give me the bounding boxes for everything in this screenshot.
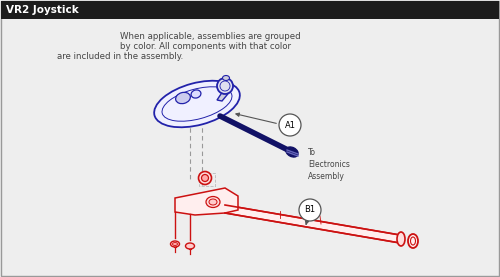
Bar — [1, 1, 499, 19]
Polygon shape — [217, 88, 232, 101]
Text: B1: B1 — [304, 206, 316, 214]
Ellipse shape — [397, 232, 405, 246]
Ellipse shape — [172, 242, 178, 245]
Ellipse shape — [206, 196, 220, 207]
Circle shape — [279, 114, 301, 136]
Ellipse shape — [154, 81, 240, 127]
Ellipse shape — [198, 171, 211, 184]
Text: When applicable, assemblies are grouped: When applicable, assemblies are grouped — [120, 32, 300, 41]
Polygon shape — [225, 205, 400, 243]
Ellipse shape — [217, 78, 233, 94]
Ellipse shape — [209, 199, 217, 205]
Text: are included in the assembly.: are included in the assembly. — [57, 52, 183, 61]
Text: A1: A1 — [284, 120, 296, 130]
Bar — [199, 173, 215, 186]
Text: To
Electronics
Assembly: To Electronics Assembly — [308, 148, 350, 181]
Ellipse shape — [408, 234, 418, 248]
Text: by color. All components with that color: by color. All components with that color — [120, 42, 291, 51]
Circle shape — [299, 199, 321, 221]
Ellipse shape — [170, 241, 179, 247]
Ellipse shape — [222, 76, 230, 81]
Text: VR2 Joystick: VR2 Joystick — [6, 5, 79, 15]
Ellipse shape — [191, 90, 201, 98]
Polygon shape — [175, 188, 238, 215]
Ellipse shape — [286, 147, 298, 157]
Ellipse shape — [186, 243, 194, 249]
Ellipse shape — [202, 175, 208, 181]
Ellipse shape — [176, 92, 190, 104]
